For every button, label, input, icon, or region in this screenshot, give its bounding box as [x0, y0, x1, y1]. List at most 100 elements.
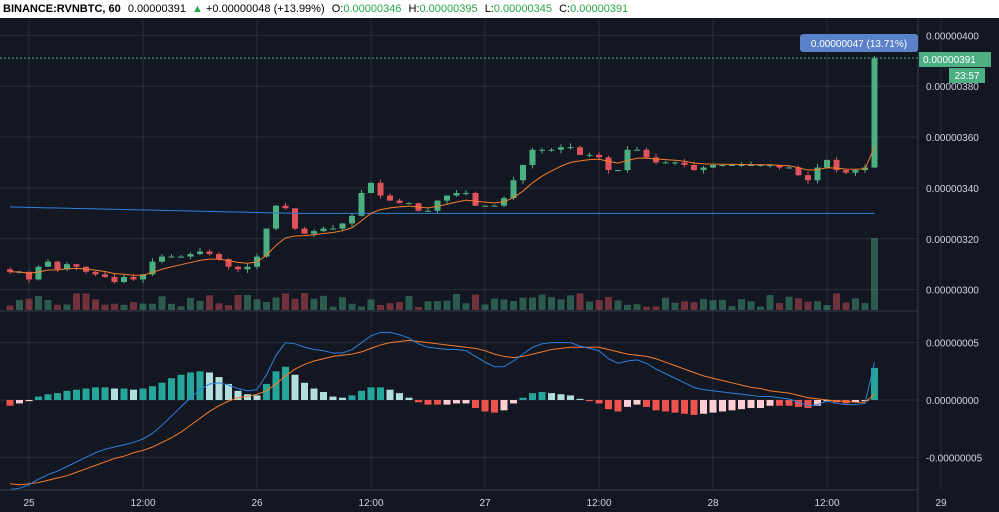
macd-bar: [624, 400, 631, 407]
macd-bar: [662, 400, 669, 412]
price-tick-label: 0.00000400: [926, 31, 979, 42]
macd-bar: [757, 400, 764, 409]
candle: [73, 264, 80, 271]
low-label: L:: [484, 3, 494, 15]
macd-bar: [728, 400, 736, 411]
volume-bar: [25, 298, 33, 310]
volume-bar: [633, 304, 641, 310]
candle: [35, 265, 42, 281]
candle: [463, 190, 469, 196]
macd-signal-line: [9, 339, 875, 486]
macd-axis[interactable]: 0.00000005 0.00000000 -0.00000005: [926, 339, 983, 465]
macd-bar: [538, 391, 546, 400]
candle: [92, 271, 99, 276]
macd-bar: [348, 395, 356, 400]
volume-bar: [139, 303, 147, 310]
volume-bar: [472, 294, 479, 310]
macd-bar: [671, 400, 679, 413]
candle: [7, 267, 13, 274]
volume-bar: [624, 304, 631, 310]
candle: [472, 191, 479, 206]
macd-bar: [500, 400, 508, 411]
candle: [64, 262, 70, 272]
symbol-header: BINANCE:RVNBTC, 60 0.00000391 ▲ +0.00000…: [0, 0, 999, 18]
volume-bar: [681, 301, 688, 310]
candle: [529, 147, 536, 169]
ma-orange-line: [10, 146, 875, 276]
macd-bar: [73, 389, 80, 400]
volume-bar: [434, 301, 441, 310]
volume-bar: [234, 294, 242, 310]
candle: [377, 179, 384, 199]
macd-bar: [462, 400, 470, 404]
macd-bar: [690, 400, 698, 415]
macd-bar: [111, 388, 118, 400]
price-change: +0.00000048 (+13.99%): [205, 3, 325, 15]
macd-bar: [139, 388, 147, 400]
volume-bar: [595, 299, 603, 310]
volume-bar: [120, 304, 128, 310]
macd-bar: [576, 398, 584, 400]
candle: [681, 158, 688, 168]
macd-bar: [567, 395, 574, 400]
macd-bar: [130, 389, 137, 400]
volume-bar: [405, 295, 413, 310]
volume-bar: [177, 306, 185, 310]
macd-bar: [16, 400, 23, 404]
volume-bar: [510, 301, 517, 310]
price-tick-label: 0.00000320: [926, 235, 979, 246]
candle: [235, 265, 241, 273]
candle: [615, 169, 621, 172]
macd-bar: [852, 400, 859, 403]
up-triangle-icon: ▲: [192, 3, 203, 15]
volume-bar: [871, 238, 878, 310]
macd-bar: [814, 400, 821, 406]
price-tick-label: 0.00000340: [926, 184, 979, 195]
time-tick-label: 29: [935, 498, 947, 509]
volume-bar: [728, 306, 736, 310]
candle: [387, 193, 393, 201]
macd-bar: [301, 382, 308, 400]
macd-bar: [861, 400, 869, 402]
volume-bar: [82, 293, 90, 310]
candle: [510, 176, 517, 201]
macd-bar: [586, 400, 593, 402]
macd-bar: [405, 397, 413, 400]
time-tick-label: 12:00: [358, 498, 383, 509]
volume-bar: [823, 305, 831, 310]
macd-bar: [225, 383, 232, 400]
candle: [444, 195, 450, 204]
volume-bar: [291, 298, 299, 310]
price-chart[interactable]: 0.00000300 0.00000320 0.00000340 0.00000360…: [0, 18, 999, 512]
macd-bar: [766, 400, 774, 406]
candle: [605, 155, 612, 174]
time-tick-label: 27: [479, 498, 491, 509]
macd-bar: [101, 387, 109, 400]
volume-bar: [500, 299, 508, 310]
macd-bar: [491, 400, 498, 413]
price-axis[interactable]: 0.00000300 0.00000320 0.00000340 0.00000360…: [926, 31, 979, 296]
volume-bar: [282, 293, 289, 310]
volume-bar: [396, 302, 403, 310]
symbol-title: BINANCE:RVNBTC, 60: [3, 3, 121, 15]
volume-bar: [16, 299, 23, 310]
macd-bar: [149, 386, 156, 400]
macd-bar: [329, 396, 337, 400]
macd-bar: [529, 393, 536, 400]
current-price-badge: 0.00000391: [919, 52, 991, 67]
volume-bar: [709, 300, 717, 310]
volume-bar: [149, 303, 156, 310]
candle: [225, 258, 232, 270]
macd-bar: [415, 400, 422, 403]
macd-bar: [614, 400, 622, 412]
macd-bar: [434, 400, 441, 405]
candle: [700, 165, 707, 174]
volume-bar: [576, 293, 584, 310]
candle: [833, 157, 840, 173]
volume-bar: [253, 299, 261, 310]
volume-bar: [861, 303, 869, 310]
candle: [45, 259, 51, 268]
macd-bar: [54, 393, 61, 400]
volume-bar: [196, 300, 204, 310]
